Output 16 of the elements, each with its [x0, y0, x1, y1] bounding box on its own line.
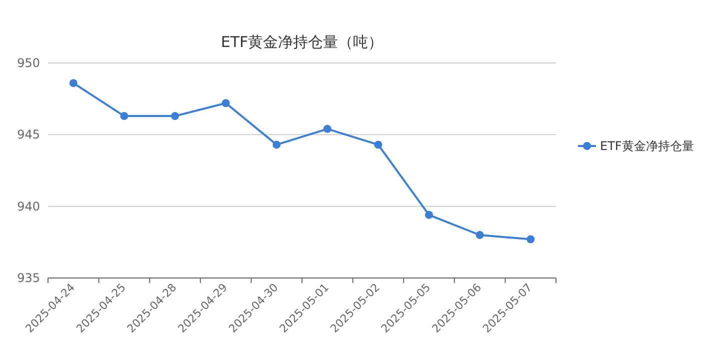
point	[526, 235, 535, 244]
legend-label: ETF黄金净持仓量	[600, 139, 694, 153]
y-tick-label: 935	[17, 271, 40, 285]
point	[222, 99, 230, 108]
point	[171, 112, 179, 120]
point	[425, 210, 433, 219]
point	[374, 140, 382, 149]
y-tick-label: 940	[17, 199, 40, 214]
point	[323, 124, 332, 133]
point	[120, 112, 128, 120]
point	[272, 140, 281, 149]
point	[69, 79, 78, 88]
point	[476, 231, 484, 239]
chart-title: ETF黄金净持仓量（吨）	[220, 33, 384, 51]
y-tick-label: 950	[17, 56, 40, 70]
y-tick-label: 945	[17, 128, 40, 142]
